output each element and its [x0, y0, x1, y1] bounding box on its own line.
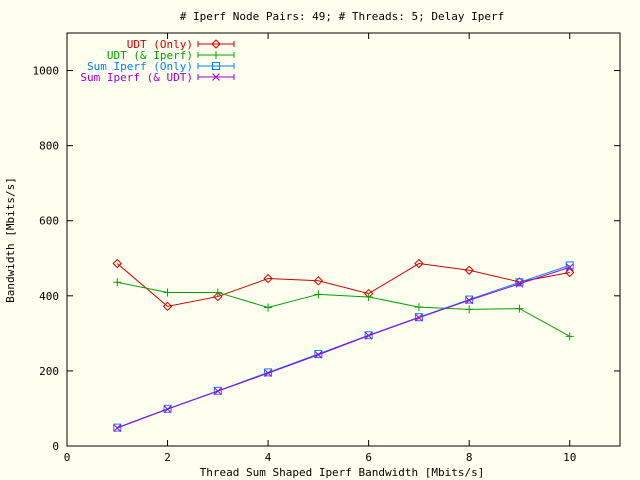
- data-point: [314, 350, 323, 359]
- y-tick-label: 200: [39, 365, 59, 378]
- data-point: [213, 288, 222, 297]
- data-point: [213, 291, 223, 302]
- data-point: [264, 303, 273, 312]
- plot-area-border: [66, 32, 621, 447]
- legend-marker: [212, 73, 220, 81]
- y-tick-label: 0: [52, 440, 59, 453]
- legend-marker: [212, 62, 220, 70]
- data-point: [465, 305, 474, 314]
- series-line: [117, 281, 570, 337]
- x-tick-label: 8: [466, 451, 473, 464]
- data-point: [112, 258, 122, 269]
- data-point: [113, 423, 122, 432]
- data-point: [163, 405, 172, 414]
- data-point: [565, 267, 575, 278]
- legend: UDT (Only)UDT (& Iperf)Sum Iperf (Only)S…: [80, 38, 235, 84]
- data-point: [565, 263, 574, 272]
- data-point: [314, 350, 323, 359]
- series-2: [113, 278, 574, 341]
- data-point: [464, 265, 474, 275]
- data-point: [565, 261, 574, 270]
- data-point: [515, 304, 524, 313]
- series-layer: [112, 258, 575, 432]
- data-point: [163, 288, 172, 297]
- legend-marker: [212, 51, 220, 59]
- chart-title: # Iperf Node Pairs: 49; # Threads: 5; De…: [180, 10, 505, 23]
- data-point: [565, 332, 574, 341]
- data-point: [163, 404, 172, 413]
- series-1: [112, 258, 575, 312]
- data-point: [313, 276, 324, 286]
- data-point: [364, 331, 373, 340]
- y-tick-label: 1000: [33, 65, 60, 78]
- y-tick-label: 400: [39, 290, 59, 303]
- x-tick-label: 0: [64, 451, 71, 464]
- axis-ticks: 0 2 4 6 8 10 0 200 400 600 800 1000: [33, 33, 620, 464]
- x-tick-label: 2: [164, 451, 171, 464]
- data-point: [414, 303, 423, 312]
- data-point: [263, 273, 273, 284]
- data-point: [364, 331, 373, 340]
- data-point: [264, 369, 272, 378]
- x-tick-label: 6: [365, 451, 372, 464]
- data-point: [213, 387, 222, 396]
- data-point: [113, 278, 122, 287]
- data-point: [414, 258, 424, 269]
- data-point: [465, 296, 474, 305]
- y-tick-label: 800: [39, 140, 59, 153]
- x-tick-label: 4: [265, 451, 272, 464]
- data-point: [415, 313, 423, 322]
- legend-marker: [211, 39, 221, 49]
- legend-label: UDT (& Iperf): [107, 49, 193, 62]
- legend-label: Sum Iperf (Only): [87, 60, 193, 73]
- data-point: [364, 292, 373, 301]
- data-point: [213, 386, 222, 395]
- y-axis-label: Bandwidth [Mbits/s]: [4, 177, 17, 303]
- data-point: [162, 301, 173, 312]
- legend-label: UDT (Only): [127, 38, 193, 51]
- x-axis-label: Thread Sum Shaped Iperf Bandwidth [Mbits…: [200, 466, 485, 479]
- data-point: [113, 424, 122, 432]
- data-point: [314, 290, 323, 299]
- series-line: [116, 263, 570, 307]
- series-4: [113, 263, 574, 432]
- y-tick-label: 600: [39, 215, 59, 228]
- data-point: [414, 313, 423, 322]
- x-tick-label: 10: [563, 451, 576, 464]
- series-line: [117, 266, 570, 429]
- data-point: [515, 279, 524, 288]
- legend-label: Sum Iperf (& UDT): [80, 71, 193, 84]
